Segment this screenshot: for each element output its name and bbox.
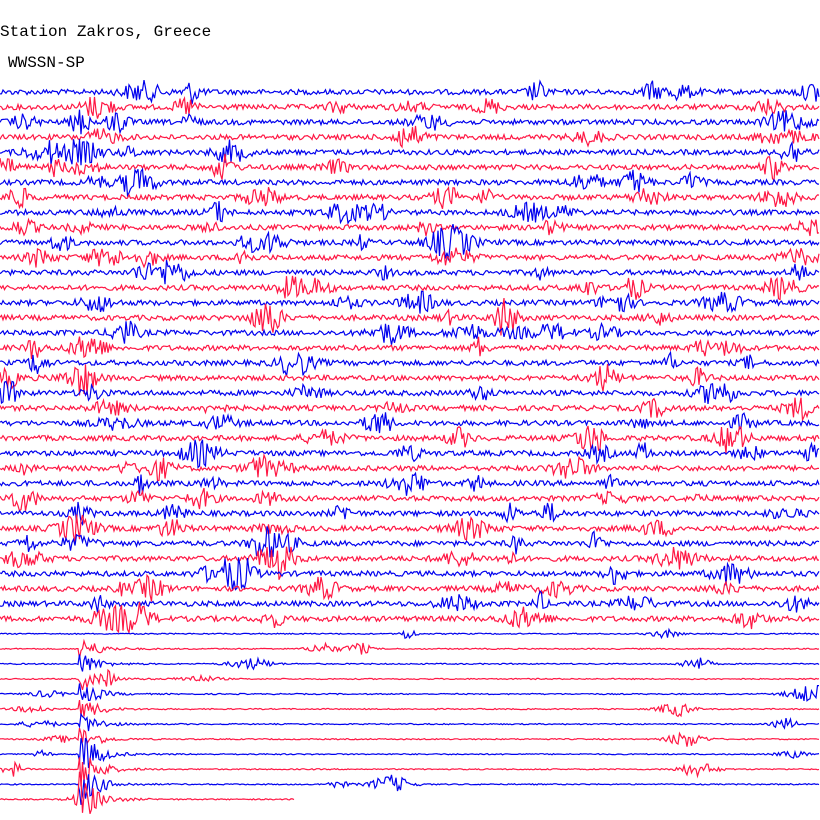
trace	[0, 501, 820, 527]
trace	[0, 590, 820, 613]
trace	[0, 185, 820, 210]
trace	[0, 654, 820, 672]
trace	[0, 350, 820, 377]
trace	[0, 364, 820, 396]
trace	[0, 757, 820, 787]
trace	[0, 602, 820, 635]
trace	[0, 125, 820, 149]
trace	[0, 727, 820, 747]
trace	[0, 425, 820, 454]
trace	[0, 259, 820, 285]
trace	[0, 109, 820, 136]
trace	[0, 683, 819, 702]
trace	[0, 452, 819, 482]
traces	[0, 79, 820, 814]
trace	[0, 223, 820, 261]
trace	[0, 471, 820, 496]
trace	[0, 336, 820, 360]
trace	[0, 737, 820, 769]
trace	[0, 95, 820, 119]
trace	[0, 487, 820, 513]
trace	[0, 201, 820, 226]
trace	[0, 290, 820, 314]
trace	[0, 217, 820, 237]
trace	[0, 439, 820, 469]
trace	[0, 526, 820, 558]
trace	[0, 638, 820, 659]
trace	[0, 320, 820, 345]
trace	[0, 397, 820, 423]
trace	[0, 139, 820, 166]
trace	[0, 167, 820, 198]
trace	[0, 298, 820, 336]
trace	[0, 153, 820, 182]
trace	[0, 699, 820, 718]
instrument-label: WWSSN-SP	[8, 54, 85, 72]
trace	[0, 771, 295, 814]
trace	[0, 668, 820, 691]
trace	[0, 774, 820, 805]
trace	[0, 275, 820, 301]
trace	[0, 573, 820, 602]
station-title: Station Zakros, Greece	[0, 23, 211, 41]
trace	[0, 79, 820, 105]
trace	[0, 627, 820, 640]
trace	[0, 546, 820, 580]
trace	[0, 380, 820, 405]
trace	[0, 514, 820, 543]
trace	[0, 712, 820, 732]
trace	[0, 247, 820, 269]
trace	[0, 557, 820, 591]
trace	[0, 412, 820, 434]
